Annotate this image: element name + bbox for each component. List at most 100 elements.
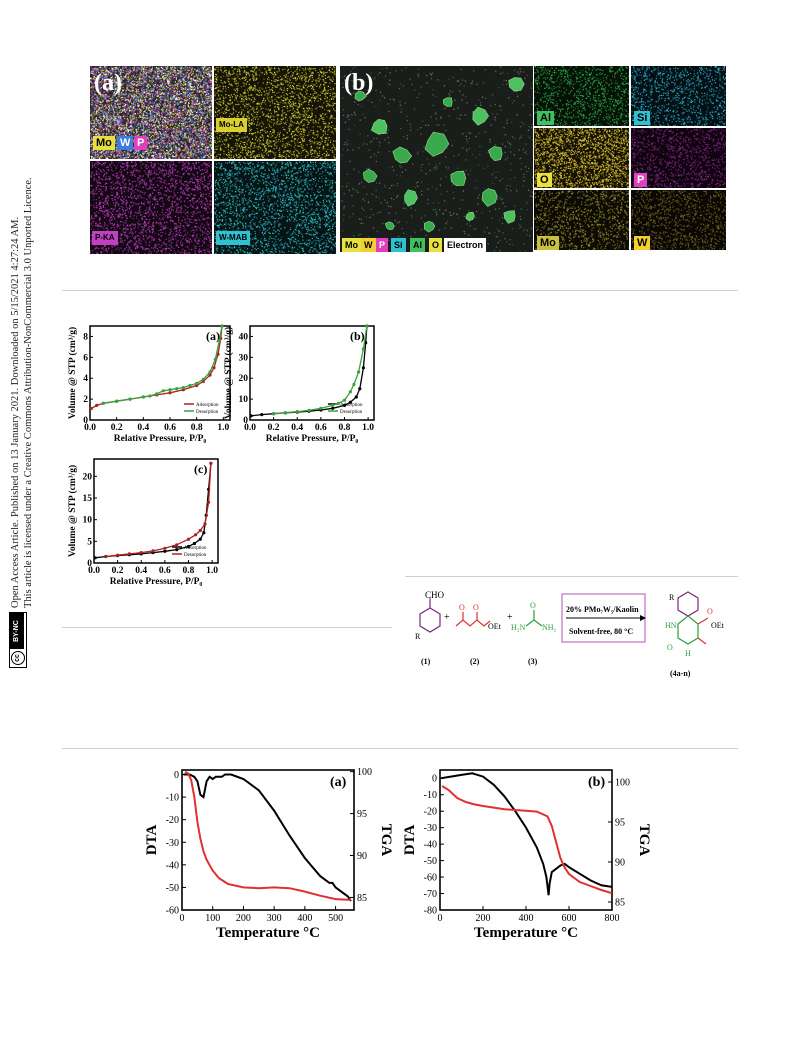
sem-panel-a: Mo-LA P-KA W-MAB (a) Mo W P <box>90 66 336 256</box>
x-tick-label: 1.0 <box>362 423 374 433</box>
data-point <box>163 546 167 550</box>
divider-4 <box>62 748 738 749</box>
particle <box>362 168 378 183</box>
b-legend-w: W <box>361 238 376 252</box>
y-tick-label: 0 <box>432 774 437 785</box>
data-point <box>192 541 196 546</box>
r-label-1: R <box>415 632 421 641</box>
data-point <box>175 543 179 547</box>
data-point <box>116 553 120 557</box>
particle <box>384 221 395 231</box>
data-point <box>168 391 172 395</box>
data-point <box>348 400 352 404</box>
legend-label: Desorption <box>184 553 207 558</box>
y-axis-label: Volume @ STP (cm³/g) <box>67 465 78 557</box>
data-point <box>188 383 192 388</box>
map-b-tile-al-texture <box>534 66 629 126</box>
y-tick-label: 0 <box>83 416 88 426</box>
y-axis-label: Volume @ STP (cm³/g) <box>223 327 234 419</box>
y-tick-label: 2 <box>83 395 88 405</box>
b-legend-o: O <box>429 238 443 252</box>
sem-panel-b-main: (b) Mo W P Si Al O Electron <box>340 66 533 252</box>
y-tick-label: -40 <box>424 840 437 851</box>
b-legend-electron: Electron <box>444 238 487 252</box>
a-legend-mo: Mo <box>93 136 115 150</box>
particle <box>404 189 418 207</box>
y2-tick-label: 95 <box>357 809 367 820</box>
y-tick-label: -20 <box>166 815 179 826</box>
y-tick-label: -40 <box>166 860 179 871</box>
product-oet: OEt <box>711 621 725 630</box>
b-legend-al: Al <box>410 238 425 252</box>
x-tick-label: 400 <box>519 913 534 924</box>
product-hn: HN <box>665 621 677 630</box>
map-a-tile-3: P-KA <box>90 161 212 254</box>
map-b-label-mo: Mo <box>537 236 559 250</box>
b-legend-mo: Mo <box>342 238 361 252</box>
x-tick-label: 600 <box>562 913 577 924</box>
data-point <box>212 366 216 370</box>
y-tick-label: 10 <box>239 395 249 405</box>
y-tick-label: -80 <box>424 906 437 917</box>
data-point <box>186 537 191 541</box>
divider-3 <box>405 576 738 577</box>
data-point <box>220 324 224 328</box>
y-axis-label: Volume @ STP (cm³/g) <box>67 327 78 419</box>
o-3: O <box>530 601 536 610</box>
oet-2: OEt <box>488 622 502 631</box>
map-b-label-si: Si <box>634 111 651 125</box>
panel-a-letter: (a) <box>94 70 122 96</box>
x-tick-label: 0.4 <box>135 566 147 576</box>
data-point <box>337 401 341 405</box>
data-point <box>354 395 358 399</box>
data-point <box>198 537 202 541</box>
data-point <box>89 406 93 411</box>
plot-frame <box>181 769 355 911</box>
data-point <box>361 347 365 351</box>
panel-label: (b) <box>588 775 605 790</box>
b-legend-p: P <box>376 238 389 252</box>
y2-tick-label: 100 <box>357 767 372 778</box>
map-b-label-o: O <box>537 173 552 187</box>
urea-bonds <box>525 619 543 627</box>
x-tick-label: 500 <box>328 913 343 924</box>
data-point <box>260 413 264 417</box>
map-a-tile-3-texture <box>90 161 212 254</box>
sem-panel-b-maps: Al Si O P Mo W <box>534 66 728 252</box>
data-point <box>175 548 179 552</box>
map-b-tile-p-texture <box>631 128 726 188</box>
x-axis-label: Temperature °C <box>474 925 578 941</box>
particle <box>503 210 516 224</box>
y2-tick-label: 95 <box>615 818 625 829</box>
y-tick-label: 0 <box>243 416 248 426</box>
data-point <box>202 531 206 535</box>
chain-2 <box>455 619 491 627</box>
badge-cc: cc <box>11 651 25 665</box>
data-point <box>358 387 362 391</box>
sem-image <box>341 66 533 252</box>
tga-curve <box>184 770 351 901</box>
particle <box>354 90 367 102</box>
r-label-4: R <box>669 593 675 602</box>
y-tick-label: 10 <box>83 516 93 526</box>
x-tick-label: 100 <box>205 913 220 924</box>
panel-label: (a) <box>330 775 347 790</box>
y-tick-label: 0 <box>87 559 92 569</box>
y2-tick-label: 85 <box>615 898 625 909</box>
panel-b-letter: (b) <box>344 70 374 96</box>
y-tick-label: -60 <box>424 873 437 884</box>
x-tick-label: 0.6 <box>159 566 171 576</box>
y-tick-label: 20 <box>239 374 249 384</box>
product-aryl-ring <box>677 591 699 617</box>
data-point <box>342 403 347 407</box>
particle <box>488 146 503 162</box>
dta-curve <box>440 772 613 896</box>
y-tick-label: -60 <box>166 906 179 917</box>
map-b-label-w: W <box>634 236 651 250</box>
sem-mapping-figure: Mo-LA P-KA W-MAB (a) Mo W P (b) Mo W P Si Al O Electr… <box>90 66 728 260</box>
x-axis-label: Relative Pressure, P/P₀ <box>114 434 207 444</box>
x-tick-label: 300 <box>267 913 282 924</box>
cho-label: CHO <box>425 590 445 600</box>
product-nh-h: H <box>685 649 691 658</box>
data-point <box>208 370 212 374</box>
